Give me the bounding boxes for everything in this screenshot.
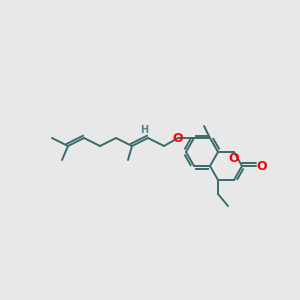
Text: H: H [140,125,148,135]
Text: O: O [229,152,239,166]
Text: O: O [256,160,267,172]
Text: O: O [173,131,183,145]
